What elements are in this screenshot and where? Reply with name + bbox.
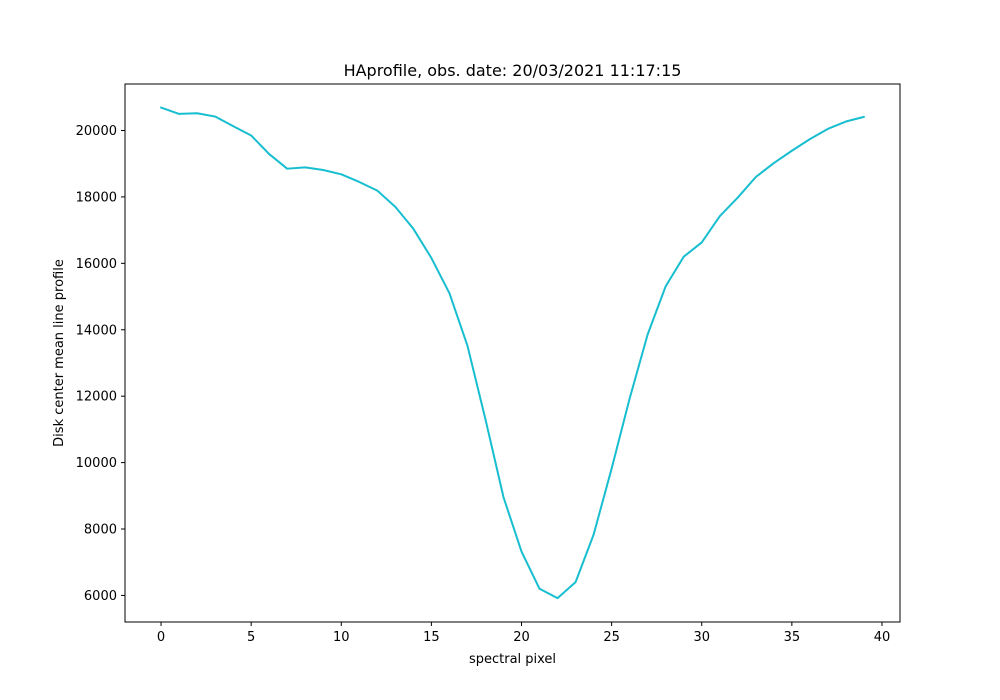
x-tick-label: 30 xyxy=(693,630,710,645)
y-axis-label: Disk center mean line profile xyxy=(52,259,67,447)
chart-title: HAprofile, obs. date: 20/03/2021 11:17:1… xyxy=(344,61,682,80)
y-tick-label: 6000 xyxy=(84,589,117,604)
y-tick-label: 20000 xyxy=(76,124,117,139)
y-tick-label: 12000 xyxy=(76,390,117,405)
x-tick-label: 25 xyxy=(603,630,620,645)
x-axis-ticks: 0 5 10 15 20 25 30 35 40 xyxy=(157,622,890,645)
series-line xyxy=(160,106,865,600)
plot-area-frame xyxy=(124,83,901,623)
x-axis-label: spectral pixel xyxy=(469,652,556,667)
x-tick-label: 5 xyxy=(247,630,255,645)
x-tick-label: 0 xyxy=(157,630,165,645)
y-tick-label: 10000 xyxy=(76,456,117,471)
x-tick-label: 10 xyxy=(333,630,350,645)
x-tick-label: 20 xyxy=(513,630,530,645)
y-tick-label: 14000 xyxy=(76,323,117,338)
x-tick-label: 15 xyxy=(423,630,440,645)
y-tick-label: 16000 xyxy=(76,257,117,272)
y-axis-ticks: 6000 8000 10000 12000 14000 16000 18000 20000 xyxy=(76,124,125,604)
x-tick-label: 35 xyxy=(784,630,801,645)
x-tick-label: 40 xyxy=(874,630,891,645)
y-tick-label: 8000 xyxy=(84,523,117,538)
y-tick-label: 18000 xyxy=(76,190,117,205)
